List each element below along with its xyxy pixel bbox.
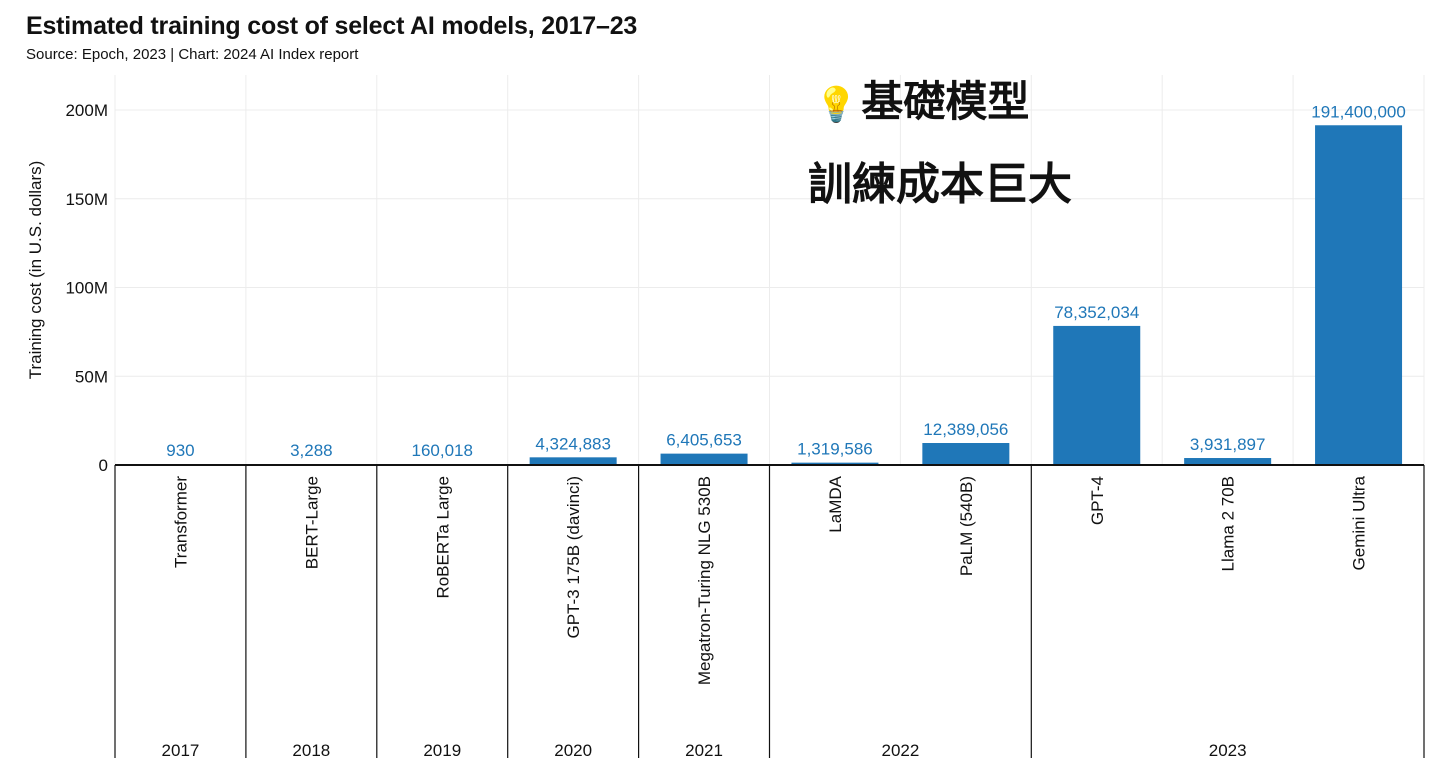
y-tick-label: 50M xyxy=(75,367,108,386)
overlay-heading: 💡基礎模型 xyxy=(815,68,1029,129)
bar-value-label: 1,319,586 xyxy=(797,440,873,459)
bar xyxy=(660,453,748,465)
chart-title: Estimated training cost of select AI mod… xyxy=(26,12,638,40)
bar xyxy=(529,457,617,465)
bar-value-label: 160,018 xyxy=(412,441,473,460)
bar xyxy=(1184,458,1272,465)
bar-value-label: 930 xyxy=(166,441,194,460)
x-tick-label: Megatron-Turing NLG 530B xyxy=(695,476,714,685)
bar-value-label: 6,405,653 xyxy=(666,431,742,450)
x-tick-label: GPT-3 175B (davinci) xyxy=(564,476,583,639)
year-label: 2022 xyxy=(881,741,919,760)
x-tick-label: Transformer xyxy=(171,476,190,568)
bar-value-label: 3,288 xyxy=(290,441,333,460)
overlay-line1: 基礎模型 xyxy=(861,77,1030,126)
x-tick-label: Llama 2 70B xyxy=(1219,476,1238,571)
y-tick-label: 100M xyxy=(65,279,108,298)
bar-value-label: 12,389,056 xyxy=(923,420,1008,439)
bar xyxy=(1053,325,1141,465)
overlay-subheading: 訓練成本巨大 xyxy=(808,159,1072,210)
x-tick-label: LaMDA xyxy=(826,475,845,532)
x-tick-label: RoBERTa Large xyxy=(433,476,452,599)
year-label: 2020 xyxy=(554,741,592,760)
year-label: 2019 xyxy=(423,741,461,760)
year-label: 2023 xyxy=(1209,741,1247,760)
bar-value-label: 191,400,000 xyxy=(1311,102,1406,121)
x-tick-label: Gemini Ultra xyxy=(1350,475,1369,570)
bar-value-label: 78,352,034 xyxy=(1054,303,1139,322)
y-tick-label: 150M xyxy=(65,190,108,209)
bar xyxy=(922,443,1010,465)
lightbulb-icon: 💡 xyxy=(815,85,858,125)
y-tick-label: 200M xyxy=(65,101,108,120)
bar-value-label: 4,324,883 xyxy=(535,434,611,453)
x-tick-label: GPT-4 xyxy=(1088,476,1107,525)
chart-subtitle: Source: Epoch, 2023 | Chart: 2024 AI Ind… xyxy=(26,46,359,63)
bar xyxy=(1315,125,1403,465)
bar-value-label: 3,931,897 xyxy=(1190,435,1266,454)
y-tick-label: 0 xyxy=(99,456,108,475)
y-axis-label: Training cost (in U.S. dollars) xyxy=(26,161,45,380)
bar xyxy=(791,462,879,465)
year-label: 2018 xyxy=(292,741,330,760)
year-label: 2017 xyxy=(162,741,200,760)
x-tick-label: BERT-Large xyxy=(302,476,321,569)
year-label: 2021 xyxy=(685,741,723,760)
x-tick-label: PaLM (540B) xyxy=(957,476,976,576)
